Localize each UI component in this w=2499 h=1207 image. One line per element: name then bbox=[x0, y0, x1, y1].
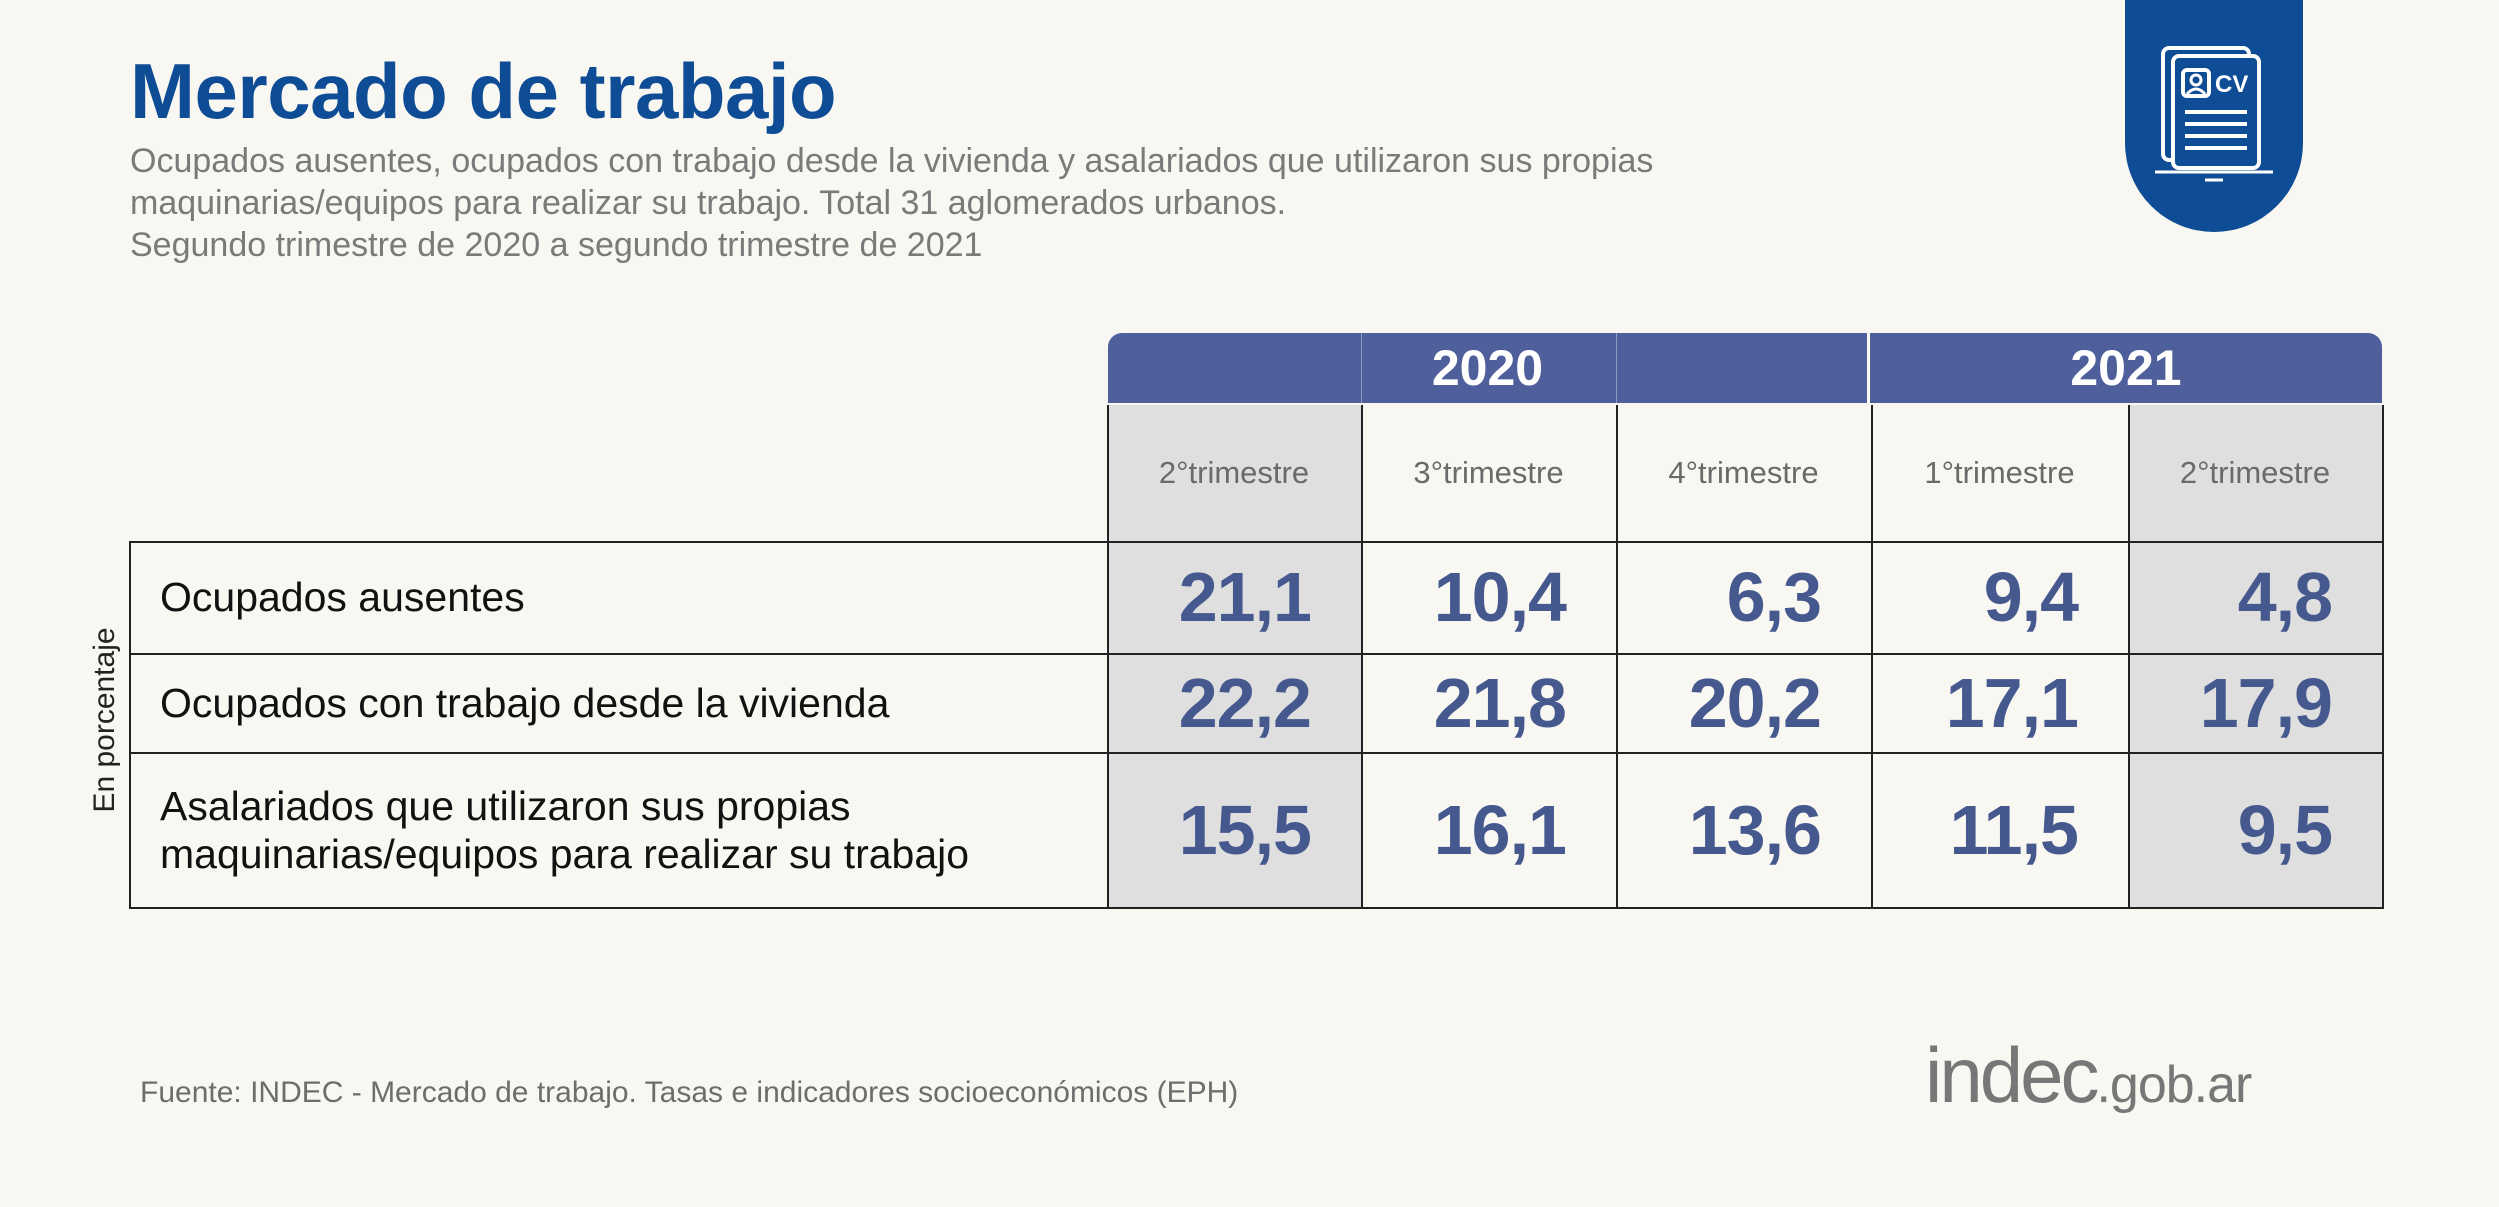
subtitle-line: Segundo trimestre de 2020 a segundo trim… bbox=[130, 226, 983, 264]
column-divider bbox=[1107, 405, 1109, 907]
column-divider bbox=[1871, 405, 1873, 907]
column-header: 2°trimestre bbox=[2179, 455, 2331, 490]
row-label-line: maquinarias/equipos para realizar su tra… bbox=[160, 830, 970, 877]
band-divider bbox=[1361, 333, 1362, 403]
value-cell: 22,2 bbox=[1178, 663, 1312, 742]
value-cell: 9,5 bbox=[2237, 790, 2333, 869]
value-cell: 17,9 bbox=[2199, 663, 2333, 742]
cv-badge: CV bbox=[2125, 0, 2303, 232]
value-cell: 20,2 bbox=[1688, 663, 1822, 742]
value-cell: 17,1 bbox=[1945, 663, 2079, 742]
year-header-2021: 2021 bbox=[1870, 333, 2382, 403]
subtitle-line: Ocupados ausentes, ocupados con trabajo … bbox=[130, 142, 1654, 180]
row-divider bbox=[129, 541, 2384, 543]
value-cell: 11,5 bbox=[1949, 790, 2079, 869]
indec-logo: indec.gob.ar bbox=[1925, 1030, 2252, 1121]
page-subtitle: Ocupados ausentes, ocupados con trabajo … bbox=[130, 140, 1930, 266]
row-label-line: Ocupados con trabajo desde la vivienda bbox=[160, 679, 890, 726]
column-header: 1°trimestre bbox=[1924, 455, 2075, 490]
value-cell: 10,4 bbox=[1433, 558, 1567, 636]
column-header: 4°trimestre bbox=[1668, 455, 1819, 490]
value-cell: 4,8 bbox=[2237, 558, 2333, 636]
value-cell: 6,3 bbox=[1726, 558, 1822, 636]
highlight-column bbox=[2128, 405, 2382, 907]
column-divider bbox=[2382, 405, 2384, 907]
row-divider bbox=[129, 653, 2384, 655]
value-cell: 21,1 bbox=[1178, 558, 1312, 636]
column-divider bbox=[1616, 405, 1618, 907]
row-label-line: Asalariados que utilizaron sus propias bbox=[160, 782, 851, 829]
column-header: 2°trimestre bbox=[1158, 455, 1310, 490]
row-label: Ocupados con trabajo desde la vivienda bbox=[160, 679, 889, 727]
table-left-border bbox=[129, 541, 131, 907]
y-axis-label: En porcentaje bbox=[88, 627, 121, 813]
source-note: Fuente: INDEC - Mercado de trabajo. Tasa… bbox=[140, 1076, 1239, 1109]
value-cell: 15,5 bbox=[1178, 790, 1312, 869]
column-divider bbox=[1361, 405, 1363, 907]
row-divider bbox=[129, 752, 2384, 754]
row-label-line: Ocupados ausentes bbox=[160, 574, 525, 620]
cv-text: CV bbox=[2215, 71, 2248, 98]
band-divider bbox=[1616, 333, 1617, 403]
value-cell: 13,6 bbox=[1688, 790, 1822, 869]
logo-main: indec bbox=[1925, 1031, 2099, 1119]
column-header: 3°trimestre bbox=[1413, 455, 1564, 490]
cv-document-icon: CV bbox=[2155, 46, 2273, 182]
row-label: Ocupados ausentes bbox=[160, 573, 525, 621]
value-cell: 9,4 bbox=[1983, 558, 2079, 636]
logo-domain: .gob.ar bbox=[2096, 1056, 2252, 1114]
subtitle-line: maquinarias/equipos para realizar su tra… bbox=[130, 184, 1287, 222]
row-divider bbox=[129, 907, 2384, 909]
highlight-column bbox=[1107, 405, 1361, 907]
column-divider bbox=[2128, 405, 2130, 907]
value-cell: 16,1 bbox=[1433, 790, 1567, 869]
year-header-2020: 2020 bbox=[1108, 333, 1867, 403]
page-title: Mercado de trabajo bbox=[130, 47, 837, 135]
row-label: Asalariados que utilizaron sus propias ma… bbox=[160, 782, 969, 878]
value-cell: 21,8 bbox=[1433, 663, 1567, 742]
